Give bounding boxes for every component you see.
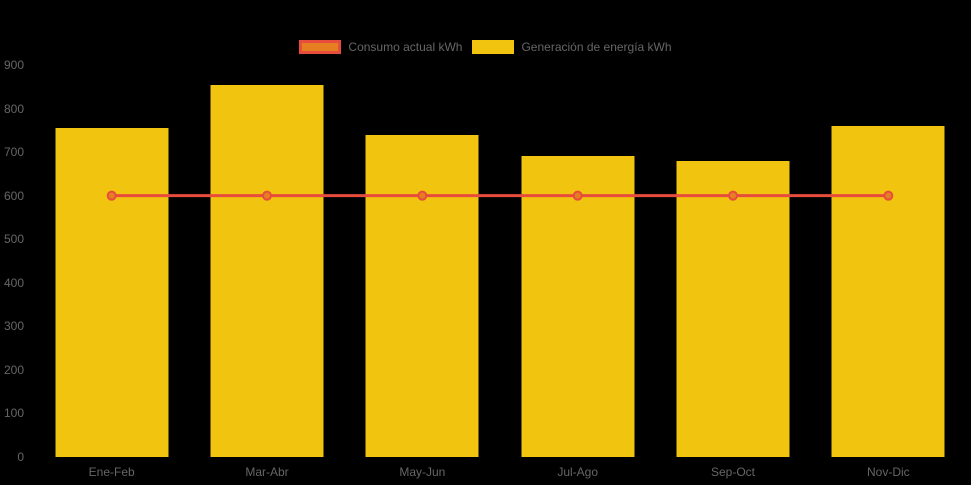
- x-axis-category-label: Nov-Dic: [866, 465, 910, 479]
- x-axis-category-label: Sep-Oct: [710, 465, 756, 479]
- legend-label-generacion: Generación de energía kWh: [521, 40, 672, 54]
- bar-May-Jun[interactable]: [365, 134, 479, 457]
- y-axis-tick-label: 500: [3, 232, 24, 247]
- bar-Sep-Oct[interactable]: [676, 160, 790, 457]
- y-axis-tick-label: 200: [3, 362, 24, 377]
- y-axis-tick-label: 600: [3, 188, 24, 203]
- y-axis-tick-label: 700: [3, 145, 24, 160]
- y-axis-tick-label: 400: [3, 275, 24, 290]
- x-axis-category-label: Jul-Ago: [557, 465, 598, 479]
- y-axis-tick-label: 100: [3, 406, 24, 421]
- chart-legend: Consumo actual kWh Generación de energía…: [0, 40, 971, 54]
- bar-Jul-Ago[interactable]: [521, 156, 635, 457]
- y-axis-tick-label: 0: [17, 450, 24, 464]
- bar-Ene-Feb[interactable]: [55, 128, 169, 457]
- legend-label-consumo: Consumo actual kWh: [348, 40, 463, 54]
- y-axis-tick-label: 900: [3, 58, 24, 72]
- y-axis-tick-label: 800: [3, 101, 24, 116]
- legend-item-generacion[interactable]: Generación de energía kWh: [472, 40, 672, 54]
- y-axis-tick-label: 300: [3, 319, 24, 334]
- x-axis-category-label: Ene-Feb: [88, 465, 135, 479]
- legend-item-consumo[interactable]: Consumo actual kWh: [299, 40, 462, 54]
- bar-Nov-Dic[interactable]: [831, 125, 945, 457]
- legend-swatch-consumo-icon: [299, 40, 342, 54]
- x-axis-category-label: May-Jun: [399, 465, 446, 479]
- x-axis-category-label: Mar-Abr: [245, 465, 289, 479]
- bar-Mar-Abr[interactable]: [210, 84, 324, 457]
- legend-swatch-generacion-icon: [472, 40, 515, 54]
